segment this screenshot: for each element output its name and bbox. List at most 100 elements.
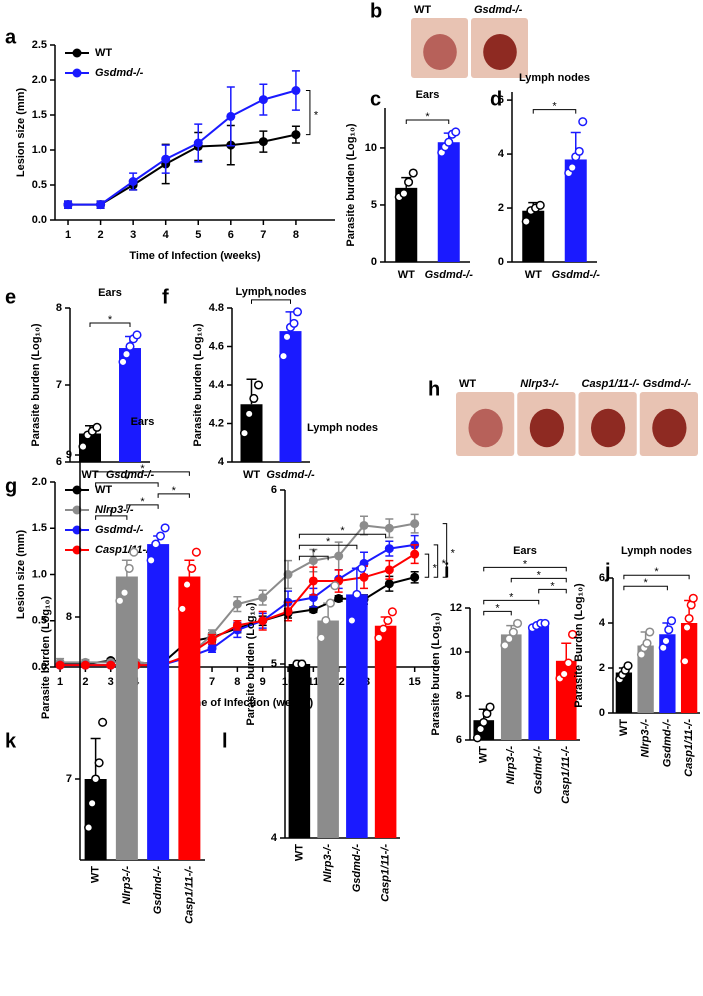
lesion <box>423 34 457 70</box>
y-axis-label: Lesion size (mm) <box>15 530 27 620</box>
x-tick-label: WT <box>81 469 98 481</box>
y-tick-label: 10 <box>365 142 377 154</box>
bar <box>680 623 698 713</box>
data-point <box>682 622 692 633</box>
marker <box>334 594 344 604</box>
chart-title: Lymph nodes <box>307 422 378 434</box>
marker <box>359 520 369 530</box>
bar <box>659 634 676 713</box>
x-tick-label: Nlrp3-/- <box>121 866 133 905</box>
data-point <box>479 717 489 727</box>
sig-label: * <box>109 507 114 519</box>
sig-bracket <box>95 471 190 476</box>
data-point <box>249 393 259 404</box>
x-tick-label: 11 <box>308 676 320 688</box>
data-point <box>278 351 289 361</box>
sig-bracket <box>483 610 512 616</box>
x-tick-label: 8 <box>293 229 299 241</box>
sig-bracket <box>298 533 387 539</box>
sig-bracket <box>433 544 439 578</box>
data-point <box>151 539 161 549</box>
bar <box>288 664 311 838</box>
lesion <box>483 34 517 70</box>
marker <box>258 616 268 626</box>
data-point <box>451 127 461 137</box>
marker <box>291 86 301 95</box>
y-tick-label: 4 <box>498 148 505 160</box>
panel-letter: e <box>5 286 16 308</box>
sig-bracket <box>483 566 567 572</box>
x-axis-label: Time of Infection (weeks) <box>182 697 314 709</box>
sig-label: * <box>140 463 145 475</box>
x-tick-label: 1 <box>65 229 71 241</box>
chart-title: Lymph nodes <box>235 286 306 298</box>
sig-label: * <box>537 569 542 581</box>
marker <box>55 660 65 670</box>
marker <box>308 556 318 566</box>
legend-label: Gsdmd-/- <box>95 67 144 79</box>
marker <box>384 544 394 554</box>
sig-label: * <box>523 558 528 570</box>
x-tick-label: Casp1/11-/- <box>560 746 572 804</box>
bar <box>115 576 138 860</box>
data-point <box>383 615 393 626</box>
lesion <box>529 408 565 448</box>
chart-title: Ears <box>131 416 155 428</box>
marker <box>193 138 203 148</box>
y-tick-label: 7 <box>66 773 72 785</box>
y-tick-label: 10 <box>450 646 462 658</box>
x-tick-label: WT <box>478 746 490 763</box>
sig-bracket <box>95 482 159 487</box>
data-point <box>119 588 130 598</box>
marker <box>359 572 369 582</box>
y-tick-label: 4.4 <box>209 379 225 391</box>
x-tick-label: 15 <box>409 676 421 688</box>
x-tick-label: 9 <box>260 676 266 688</box>
data-point <box>357 563 367 573</box>
bar <box>564 159 587 262</box>
sig-bracket <box>623 585 668 591</box>
photo-label: Nlrp3-/- <box>520 378 559 390</box>
panel-letter: j <box>604 560 611 582</box>
data-point <box>563 658 573 668</box>
y-tick-label: 8 <box>456 690 462 702</box>
x-tick-label: Gsdmd-/- <box>661 719 673 768</box>
data-point <box>282 332 292 342</box>
marker <box>283 570 293 579</box>
x-tick-label: 1 <box>57 676 63 688</box>
data-point <box>121 349 132 359</box>
y-tick-label: 4.6 <box>209 340 224 352</box>
x-tick-label: Gsdmd-/- <box>152 866 164 915</box>
sig-bracket <box>442 523 448 578</box>
data-point <box>292 307 303 317</box>
chart-title: Lymph nodes <box>519 72 590 84</box>
bar <box>279 331 302 462</box>
marker <box>384 565 394 575</box>
bar <box>79 433 101 462</box>
sig-label: * <box>550 580 555 592</box>
sig-label: * <box>312 547 317 559</box>
panel-letter: f <box>162 286 169 308</box>
y-tick-label: 4 <box>599 617 606 629</box>
data-point <box>177 604 187 614</box>
x-tick-label: Gsdmd-/- <box>266 469 315 481</box>
data-point <box>94 758 104 768</box>
legend-marker <box>72 68 82 78</box>
legend-label: WT <box>95 484 112 496</box>
bar <box>395 187 418 262</box>
panel-letter: c <box>370 88 381 110</box>
data-point <box>567 163 577 173</box>
x-tick-label: 8 <box>234 676 240 688</box>
y-tick-label: 5 <box>271 658 277 670</box>
y-tick-label: 1.0 <box>32 144 47 156</box>
x-tick-label: Casp1/11-/- <box>683 719 695 777</box>
x-tick-label: 7 <box>209 676 215 688</box>
y-axis-label: Lesion size (mm) <box>15 88 27 178</box>
marker <box>232 620 242 630</box>
sig-bracket <box>251 299 291 304</box>
x-tick-label: 4 <box>163 229 170 241</box>
marker <box>258 137 268 147</box>
marker <box>207 634 217 644</box>
data-point <box>253 380 264 390</box>
